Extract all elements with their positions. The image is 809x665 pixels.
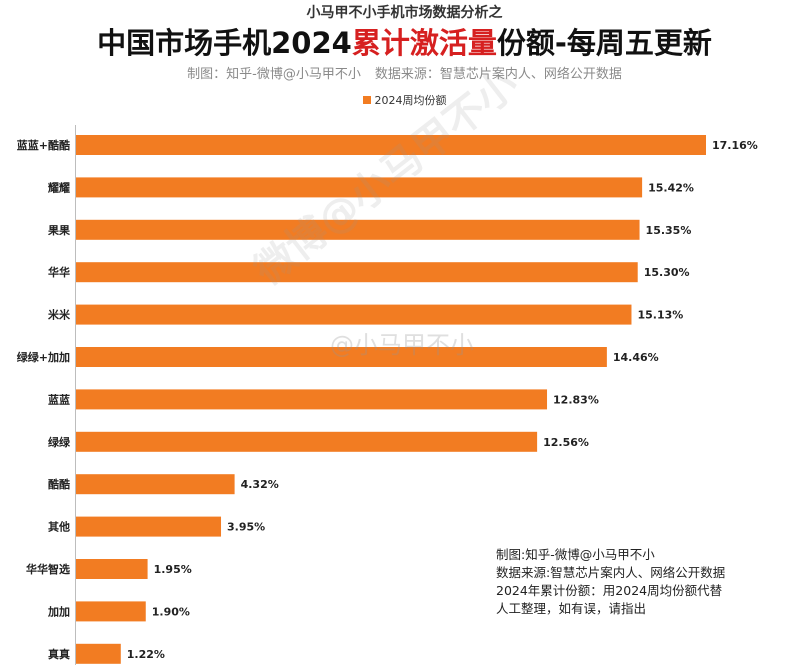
bar — [76, 219, 640, 240]
bar-value-label: 3.95% — [227, 521, 265, 534]
bar — [76, 643, 121, 664]
bar — [76, 177, 643, 198]
category-tick-label: 绿绿+加加 — [17, 350, 70, 364]
bar — [76, 601, 146, 622]
category-tick-label: 耀耀 — [48, 180, 70, 194]
note-line: 人工整理，如有误，请指出 — [496, 601, 647, 616]
category-tick-label: 其他 — [48, 520, 70, 534]
title-part-1: 中国市场手机2024 — [97, 26, 352, 60]
category-tick-label: 蓝蓝+酷酷 — [17, 138, 70, 152]
category-tick-label: 果果 — [47, 224, 70, 237]
bar-value-label: 1.95% — [154, 563, 192, 576]
bar-value-label: 1.22% — [127, 648, 165, 661]
credit-maker: 制图：知乎-微博@小马甲不小 — [187, 67, 361, 82]
bar — [76, 389, 548, 410]
chart-note: 制图:知乎-微博@小马甲不小 数据来源:智慧芯片案内人、网络公开数据 2024年… — [496, 546, 725, 618]
category-tick-label: 米米 — [47, 308, 71, 322]
category-tick-label: 酷酷 — [48, 477, 70, 491]
bar — [76, 516, 222, 537]
category-tick-label: 华华智选 — [26, 562, 70, 576]
legend-label: 2024周均份额 — [374, 94, 447, 107]
note-line: 制图:知乎-微博@小马甲不小 — [496, 547, 655, 562]
chart-title: 中国市场手机2024累计激活量份额-每周五更新 — [0, 20, 809, 62]
bar-value-label: 4.32% — [241, 478, 279, 491]
bar — [76, 347, 607, 367]
bar-value-label: 15.13% — [637, 309, 683, 322]
bar-value-label: 15.30% — [644, 266, 690, 279]
legend-swatch — [362, 96, 371, 104]
category-tick-label: 真真 — [48, 647, 70, 661]
bar — [76, 559, 148, 579]
category-tick-label: 绿绿 — [48, 435, 71, 449]
chart-supertitle: 小马甲不小手机市场数据分析之 — [306, 5, 503, 21]
bar — [76, 304, 632, 325]
category-tick-label: 加加 — [47, 604, 70, 618]
bar-value-label: 1.90% — [152, 605, 190, 618]
bar-value-label: 15.42% — [648, 181, 694, 194]
note-line: 数据来源:智慧芯片案内人、网络公开数据 — [496, 565, 726, 580]
chart-legend: 2024周均份额 — [0, 92, 809, 108]
bar — [76, 431, 538, 452]
title-highlight: 累计激活量 — [351, 26, 497, 60]
credit-line: 制图：知乎-微博@小马甲不小 数据来源：智慧芯片案内人、网络公开数据 — [0, 63, 809, 82]
credit-source: 数据来源：智慧芯片案内人、网络公开数据 — [374, 67, 622, 82]
note-line: 2024年累计份额：用2024周均份额代替 — [496, 583, 723, 598]
bar — [76, 135, 706, 155]
bar — [76, 262, 638, 283]
category-tick-label: 华华 — [48, 265, 70, 279]
bar-value-label: 14.46% — [613, 351, 659, 364]
bar-value-label: 17.16% — [712, 139, 758, 152]
bar — [76, 474, 235, 495]
bar-value-label: 15.35% — [646, 224, 692, 237]
bar-value-label: 12.83% — [553, 393, 599, 406]
title-part-2: 份额-每周五更新 — [496, 26, 712, 60]
category-tick-label: 蓝蓝 — [48, 392, 70, 406]
bar-value-label: 12.56% — [543, 436, 589, 449]
